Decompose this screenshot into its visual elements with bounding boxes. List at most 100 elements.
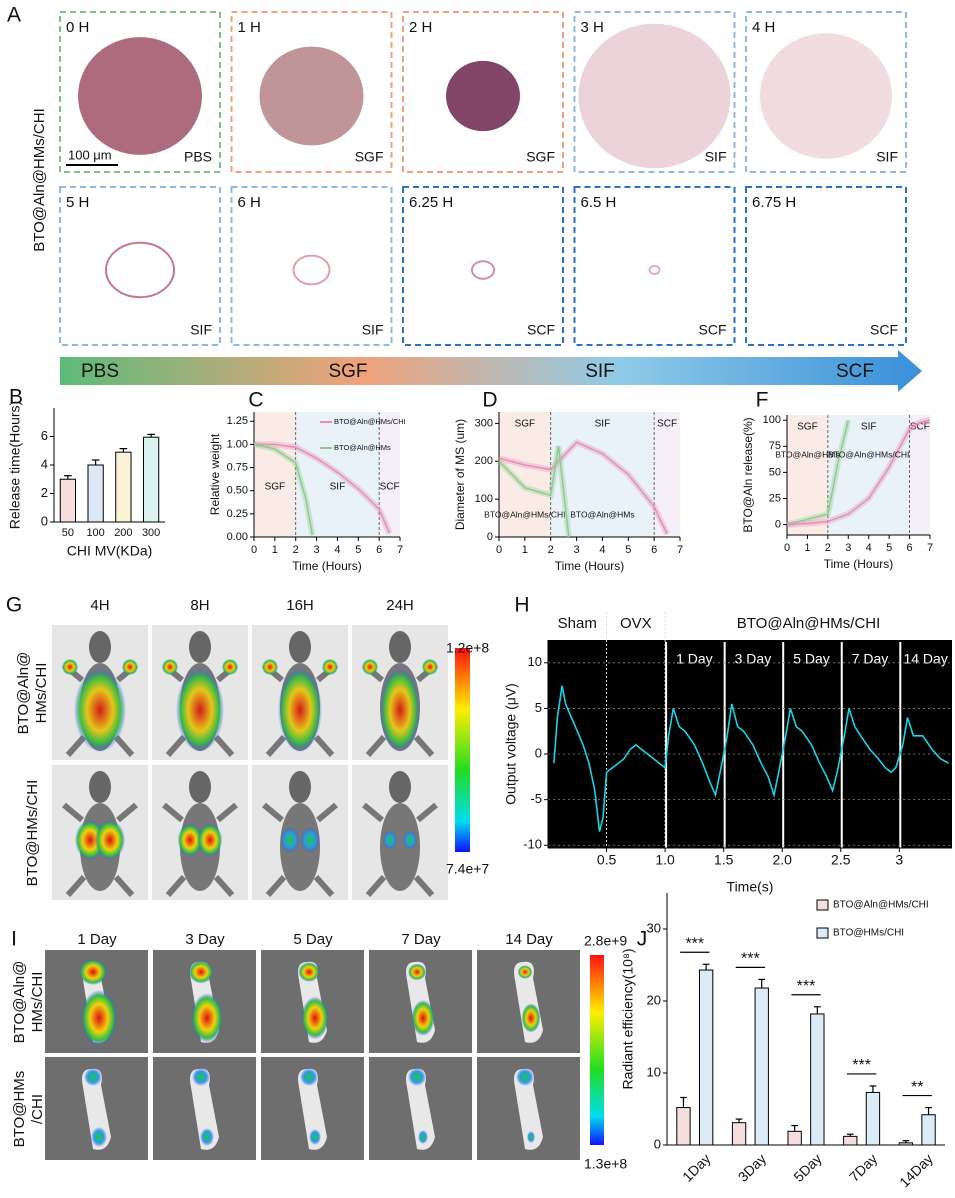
x-tick-label: 6 (907, 542, 913, 554)
signal (527, 1131, 535, 1143)
signal (222, 659, 238, 675)
colorbar (455, 648, 470, 852)
significance: ** (911, 1079, 923, 1096)
error-bar (91, 459, 100, 465)
signal (382, 830, 398, 850)
x-tick-label: 5 (355, 544, 361, 556)
y-tick-label: 0 (775, 518, 781, 530)
error-bar (869, 1085, 877, 1093)
region-label: SIF (595, 419, 611, 430)
signal (192, 1068, 210, 1086)
signal (408, 1068, 426, 1086)
medium-label: SIF (876, 149, 898, 165)
y-tick-label: 0 (487, 531, 493, 543)
bar (843, 1135, 858, 1146)
particle-image (578, 23, 731, 169)
signal (188, 960, 214, 984)
column-label: 5 Day (293, 931, 333, 948)
y-tick-label: 5 (535, 700, 542, 715)
arrow-label: SGF (328, 361, 367, 382)
significance: *** (797, 978, 816, 995)
mouse-head (89, 771, 111, 803)
day-label: 3 Day (735, 651, 772, 667)
x-tick-label: 100 (86, 527, 104, 539)
time-label: 6.25 H (409, 194, 453, 211)
row-label: BTO@HMs/CHI (24, 780, 41, 887)
x-tick-label: 5 (886, 542, 892, 554)
medium-label: SCF (870, 322, 898, 338)
signal (278, 668, 322, 752)
bar (865, 1091, 881, 1146)
x-tick-label: 1.5 (714, 852, 734, 868)
mouse-limbs (62, 802, 138, 897)
y-tick-label: 0.25 (227, 508, 248, 520)
line (786, 419, 931, 526)
tile-frame (745, 186, 907, 346)
tile-frame (59, 186, 221, 346)
x-tick-label: 5Day (790, 1150, 824, 1184)
x-axis-label: Time (Hours) (292, 559, 362, 573)
x-tick-label: 14Day (896, 1150, 936, 1190)
panel-label: A (7, 4, 21, 27)
y-tick-label: 10 (528, 654, 542, 669)
line (498, 441, 668, 535)
x-tick-label: 2 (825, 542, 831, 554)
signal (84, 1068, 102, 1086)
medium-label: SGF (526, 149, 555, 165)
signal (280, 827, 300, 853)
y-tick-label: 2 (41, 485, 48, 500)
signal (301, 996, 329, 1040)
x-tick-label: 7 (927, 542, 933, 554)
mouse-head (389, 771, 411, 803)
column-label: 4H (90, 597, 109, 614)
time-label: 1 H (238, 19, 261, 36)
colorbar-min: 1.3e+8 (584, 1156, 627, 1172)
x-tick-label: 7 (397, 544, 403, 556)
error-bar (791, 1124, 798, 1132)
row-label: BTO@HMs (11, 1071, 28, 1148)
bar (676, 1107, 691, 1146)
y-tick-label: 100 (763, 414, 781, 426)
time-label: 4 H (752, 19, 775, 36)
row-label: BTO@Aln@ (15, 652, 32, 735)
region-label: SCF (380, 482, 400, 493)
bone (514, 1068, 543, 1150)
signal (422, 659, 438, 675)
significance: *** (741, 951, 760, 968)
panel-label: J (637, 928, 648, 951)
particle-image (648, 265, 661, 275)
mouse-limbs (262, 802, 338, 897)
signal (517, 965, 533, 979)
line (498, 445, 570, 538)
line (786, 420, 850, 526)
panel-label: F (756, 389, 769, 412)
particle-image (78, 37, 202, 155)
y-tick-label: 300 (475, 417, 493, 429)
y-tick-label: 10 (647, 1064, 661, 1079)
time-label: 6.75 H (752, 194, 796, 211)
particle-image (259, 46, 364, 146)
x-tick-label: 0 (251, 544, 257, 556)
y-tick-label: -10 (523, 837, 542, 852)
arrow-label: SCF (836, 361, 874, 382)
colorbar-max: 2.8e+9 (584, 933, 627, 949)
error-bar (735, 1118, 743, 1123)
x-axis-label: CHI MV(KDa) (67, 543, 153, 559)
medium-label: SIF (362, 322, 384, 338)
x-tick-label: 4 (866, 542, 872, 554)
x-tick-label: 0 (784, 542, 790, 554)
mouse-limbs (362, 802, 438, 897)
x-axis-label: Time(s) (727, 879, 774, 895)
mouse-head (89, 631, 111, 663)
time-label: 5 H (66, 194, 89, 211)
significance: *** (685, 935, 704, 952)
x-tick-label: 3 (574, 544, 580, 556)
scale-bar-label: 100 μm (68, 147, 112, 162)
error-bar (814, 1006, 821, 1014)
x-tick-label: 200 (114, 527, 132, 539)
line (254, 443, 391, 534)
day-label: 1 Day (676, 651, 713, 667)
signal (362, 659, 378, 675)
x-tick-label: 300 (142, 527, 160, 539)
